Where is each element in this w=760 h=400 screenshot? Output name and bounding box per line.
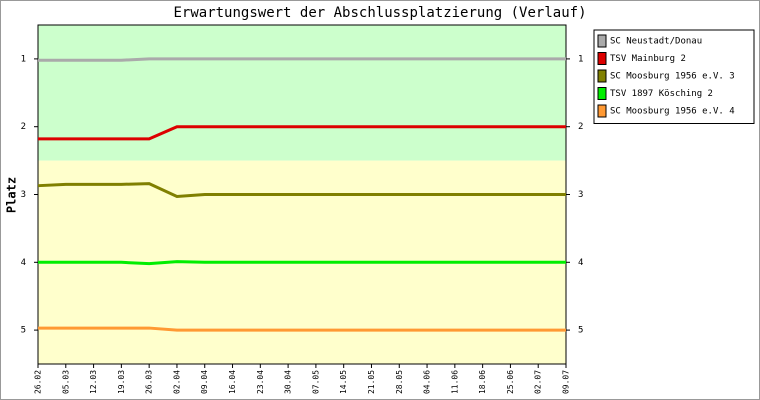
- x-tick-label: 14.05: [339, 370, 348, 394]
- x-tick-label: 21.05: [367, 370, 376, 394]
- x-tick-label: 25.06: [506, 370, 515, 394]
- chart-title: Erwartungswert der Abschlussplatzierung …: [173, 5, 586, 21]
- series-line: [38, 57, 566, 62]
- x-tick-label: 19.03: [117, 370, 126, 394]
- x-tick-label: 02.07: [534, 370, 543, 394]
- x-tick-label: 26.03: [145, 370, 154, 394]
- y-tick-label: 3: [578, 190, 583, 200]
- legend-label: SC Neustadt/Donau: [610, 37, 702, 47]
- y-tick-label: 5: [21, 326, 26, 336]
- legend-swatch: [597, 87, 607, 100]
- x-tick-label: 30.04: [284, 370, 293, 394]
- legend-swatch: [597, 104, 607, 118]
- legend-box: [593, 29, 755, 124]
- x-tick-label: 02.04: [172, 370, 181, 394]
- legend-swatch: [597, 69, 607, 83]
- x-tick-label: 07.05: [311, 370, 320, 394]
- y-tick-label: 3: [21, 190, 26, 200]
- legend-label: TSV 1897 Kösching 2: [610, 89, 713, 99]
- legend-label: SC Moosburg 1956 e.V. 4: [610, 107, 735, 117]
- y-tick-label: 2: [21, 122, 26, 132]
- y-tick-label: 1: [578, 54, 583, 64]
- x-tick-label: 09.04: [200, 370, 209, 394]
- x-tick-label: 09.07: [562, 370, 571, 394]
- series-line: [38, 125, 566, 141]
- y-tick-label: 1: [21, 54, 26, 64]
- x-tick-label: 23.04: [256, 370, 265, 394]
- series-line: [38, 326, 566, 332]
- x-tick-label: 28.05: [395, 370, 404, 394]
- x-tick-label: 18.06: [478, 370, 487, 394]
- y-tick-label: 5: [578, 326, 583, 336]
- y-tick-label: 4: [578, 258, 583, 268]
- x-tick-label: 16.04: [228, 370, 237, 394]
- legend-label: SC Moosburg 1956 e.V. 3: [610, 72, 735, 82]
- legend-label: TSV Mainburg 2: [610, 54, 686, 64]
- series-line: [37, 182, 566, 199]
- x-tick-label: 11.06: [450, 370, 459, 394]
- y-axis-label: Platz: [5, 177, 19, 213]
- legend-swatch: [597, 52, 607, 65]
- x-tick-label: 04.06: [423, 370, 432, 394]
- y-tick-label: 4: [21, 258, 26, 268]
- series-line: [38, 260, 566, 266]
- x-tick-label: 12.03: [89, 370, 98, 394]
- legend-swatch: [597, 34, 607, 48]
- x-tick-label: 26.02: [34, 370, 43, 394]
- x-tick-label: 05.03: [61, 370, 70, 394]
- y-tick-label: 2: [578, 122, 583, 132]
